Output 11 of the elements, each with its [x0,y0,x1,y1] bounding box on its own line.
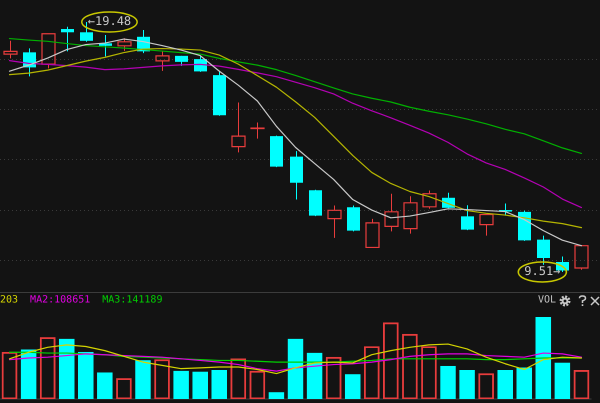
annotation: ←19.48 [88,14,132,28]
candlestick [61,26,74,52]
candlestick [461,204,474,231]
candlestick [99,34,112,57]
chart-title: VOL [538,294,556,306]
text: 203 [0,294,18,306]
annotation: 9.51→ [524,264,560,278]
text: MA3:141189 [102,294,162,306]
text: MA2:108651 [30,294,90,306]
candlestick [347,205,360,232]
candlestick [537,235,550,266]
